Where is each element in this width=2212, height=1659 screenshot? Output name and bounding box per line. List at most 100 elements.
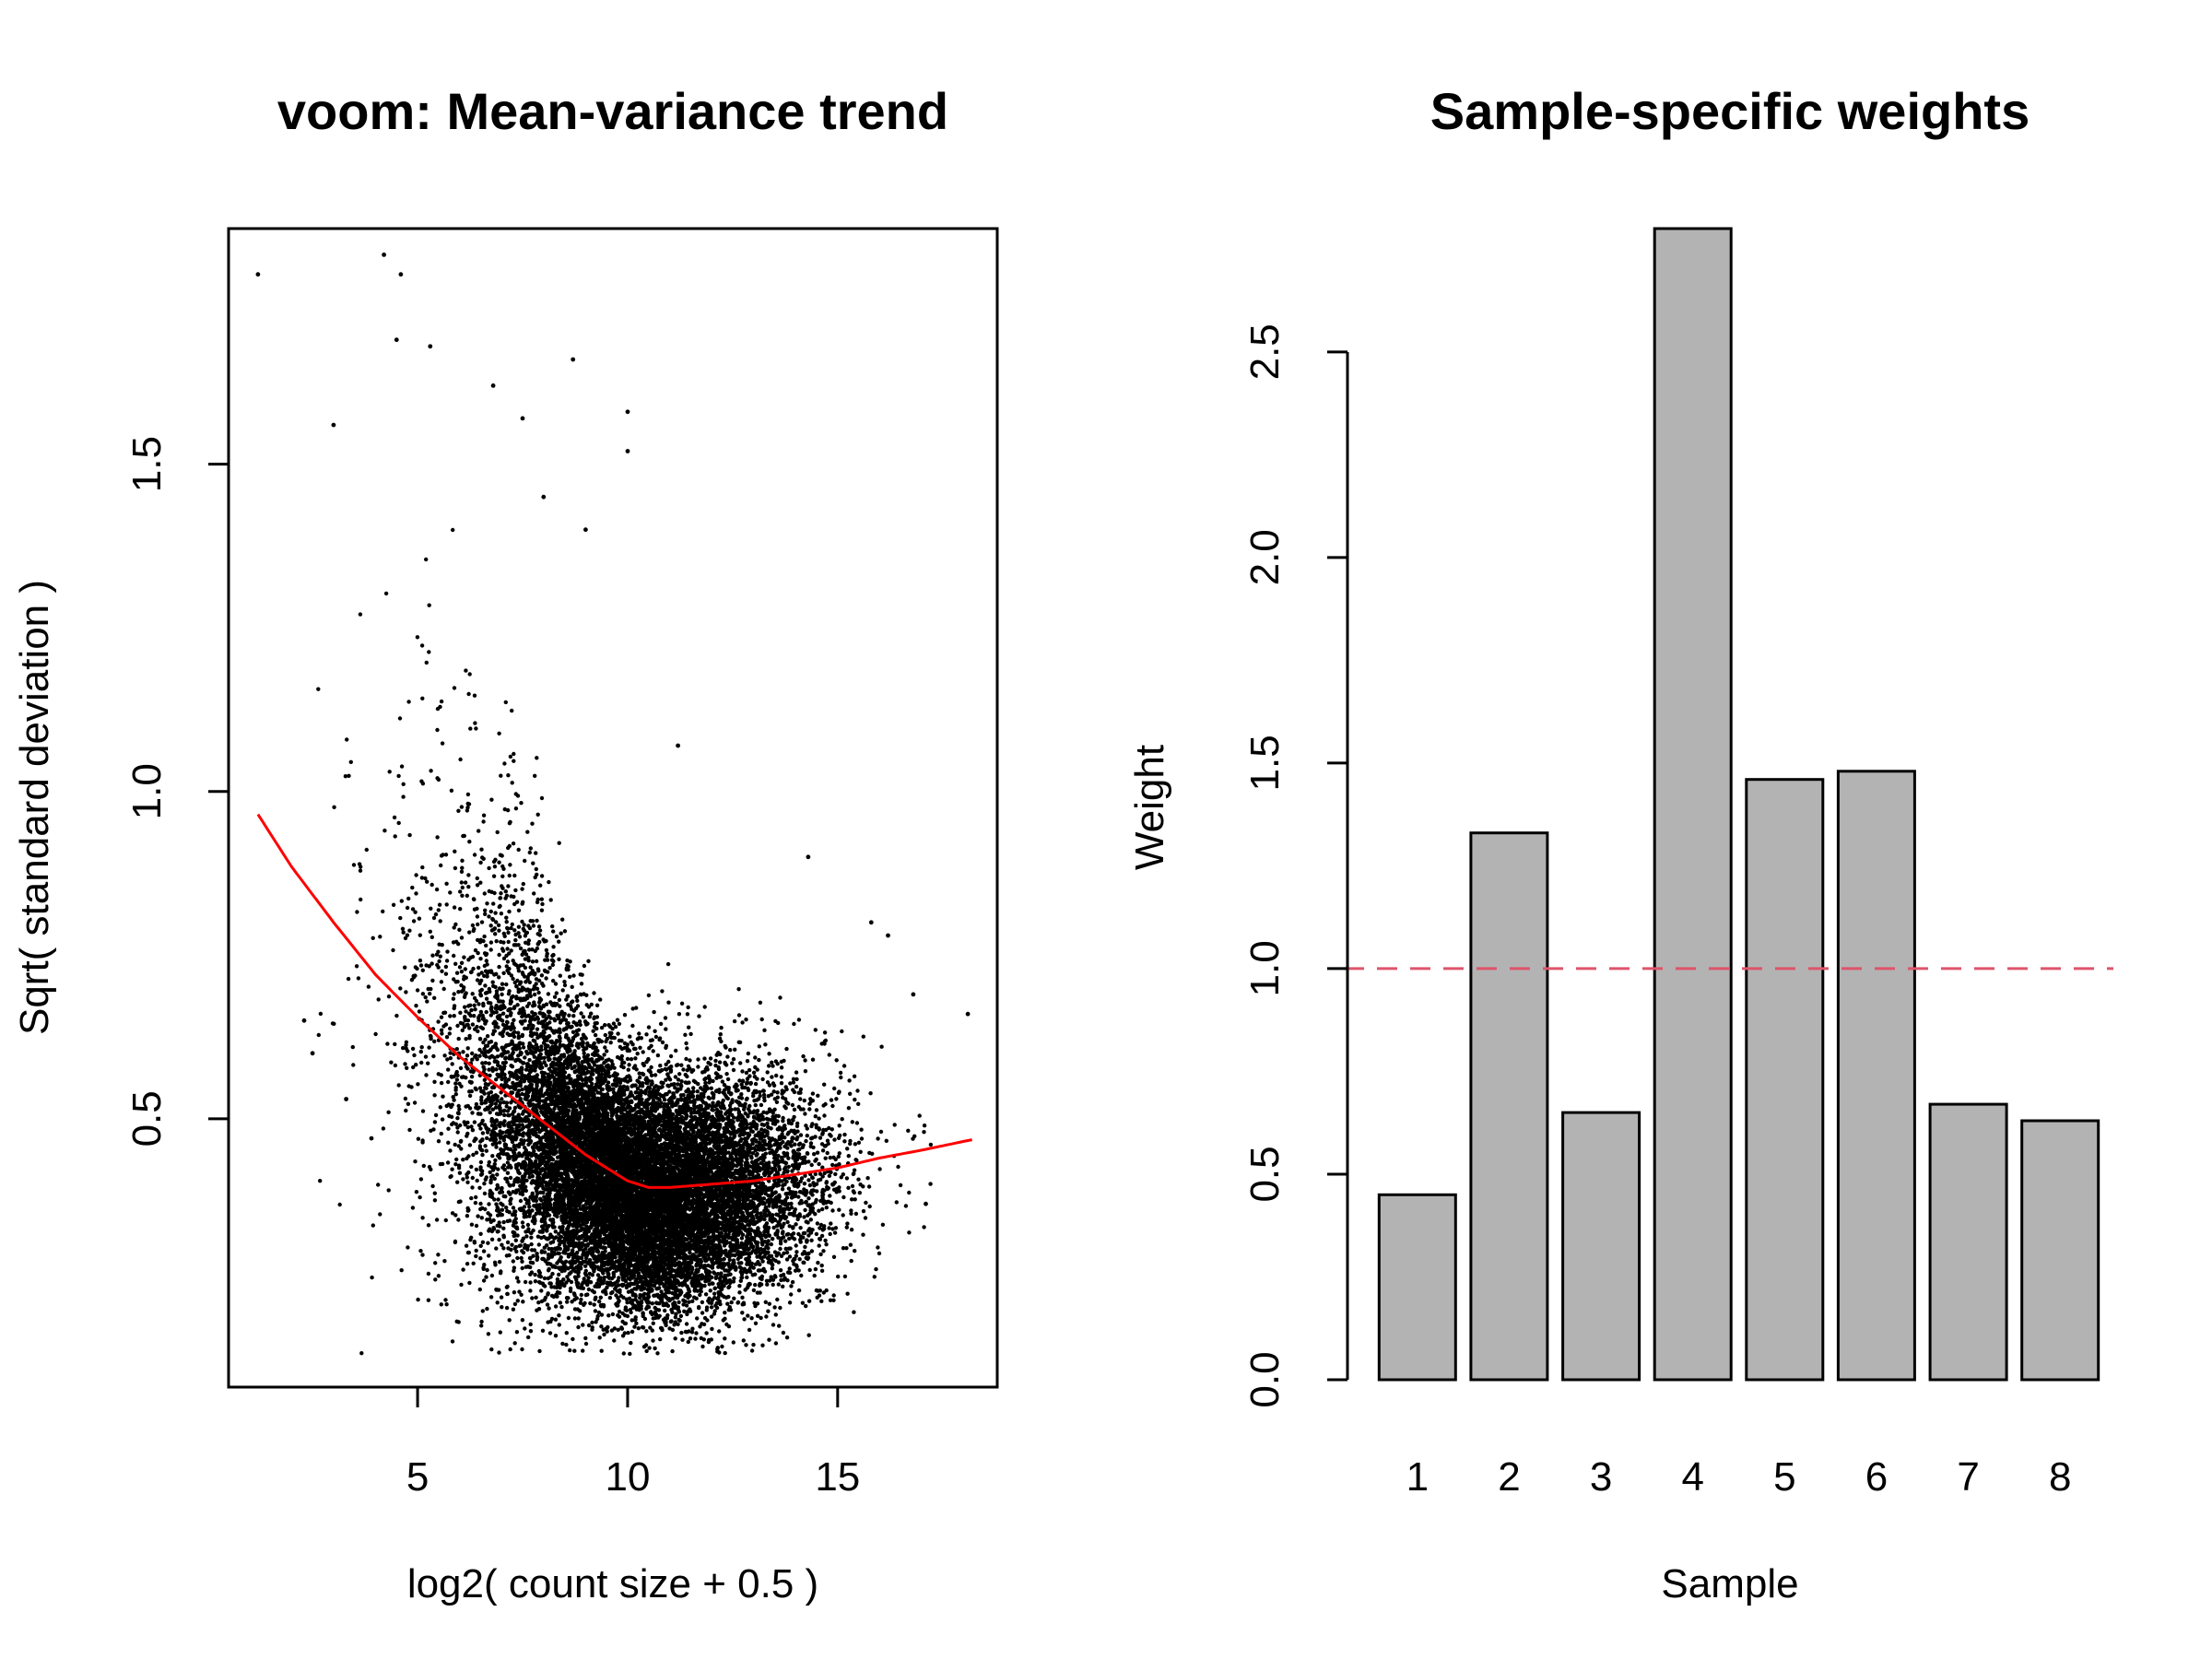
scatter-point (505, 1240, 511, 1245)
scatter-point (348, 759, 353, 764)
scatter-point (898, 1182, 903, 1188)
scatter-point (481, 819, 486, 824)
scatter-point (410, 885, 415, 890)
scatter-point (779, 1277, 783, 1283)
scatter-point (433, 912, 439, 917)
scatter-point (606, 1313, 611, 1318)
scatter-point (516, 1035, 521, 1041)
scatter-point (747, 1074, 752, 1078)
scatter-point (481, 813, 487, 818)
scatter-point (771, 1089, 776, 1094)
scatter-point (579, 1297, 583, 1302)
chart-title: voom: Mean-variance trend (277, 82, 948, 140)
scatter-point (738, 1061, 743, 1065)
scatter-point (455, 1023, 460, 1029)
scatter-point (564, 1342, 569, 1347)
scatter-point (399, 1268, 404, 1273)
scatter-point (485, 962, 489, 967)
scatter-point (496, 923, 501, 928)
scatter-point (399, 899, 404, 903)
scatter-point (922, 1124, 927, 1128)
scatter-point (876, 1136, 880, 1141)
scatter-points (255, 253, 971, 1357)
scatter-point (478, 860, 483, 865)
scatter-point (778, 1268, 783, 1273)
scatter-point (383, 591, 389, 596)
scatter-point (410, 1046, 416, 1052)
scatter-point (625, 1056, 630, 1062)
scatter-point (477, 1287, 482, 1292)
scatter-point (786, 1164, 791, 1170)
scatter-point (434, 952, 440, 957)
plot-frame (227, 227, 999, 1389)
scatter-point (458, 1065, 464, 1071)
scatter-point (371, 935, 375, 940)
scatter-point (576, 1324, 581, 1330)
scatter-point (806, 1196, 811, 1201)
scatter-point (746, 1051, 751, 1056)
scatter-point (625, 1313, 630, 1319)
scatter-point (772, 1250, 778, 1254)
scatter-point (506, 939, 511, 945)
scatter-point (474, 1223, 479, 1229)
scatter-point (538, 883, 543, 888)
scatter-point (346, 976, 351, 982)
scatter-point (632, 1324, 637, 1329)
scatter-point (513, 806, 519, 811)
scatter-point (741, 1338, 746, 1343)
scatter-point (481, 1278, 487, 1283)
scatter-point (568, 974, 572, 980)
scatter-point (535, 897, 540, 902)
scatter-point (510, 922, 514, 927)
scatter-point (725, 1054, 730, 1059)
scatter-point (510, 781, 514, 785)
scatter-point (484, 1275, 488, 1279)
scatter-point (484, 943, 488, 948)
scatter-point (564, 1331, 569, 1335)
scatter-point (425, 999, 429, 1004)
scatter-point (700, 1344, 705, 1349)
scatter-point (426, 1271, 431, 1277)
scatter-point (511, 841, 516, 846)
scatter-point (571, 1008, 577, 1013)
scatter-point (536, 924, 542, 929)
scatter-point (522, 1205, 527, 1209)
scatter-point (436, 1274, 441, 1278)
scatter-point (511, 976, 515, 982)
scatter-point (513, 1238, 518, 1243)
scatter-point (487, 1253, 491, 1258)
scatter-point (852, 1310, 856, 1314)
scatter-point (832, 1086, 837, 1091)
scatter-point (787, 1300, 793, 1305)
scatter-point (790, 1169, 794, 1173)
scatter-point (763, 1300, 768, 1305)
scatter-point (491, 901, 496, 906)
scatter-point (456, 808, 461, 813)
scatter-point (737, 1284, 742, 1288)
scatter-point (593, 1032, 598, 1038)
scatter-point (418, 963, 424, 968)
scatter-point (802, 1098, 806, 1103)
scatter-point (906, 1128, 911, 1134)
scatter-point (572, 1348, 577, 1353)
scatter-point (655, 1351, 660, 1356)
scatter-point (414, 1063, 418, 1067)
scatter-point (770, 1060, 774, 1065)
scatter-point (494, 1208, 500, 1213)
scatter-point (502, 806, 507, 812)
scatter-point (637, 1031, 641, 1036)
scatter-point (488, 924, 493, 928)
scatter-point (832, 1137, 837, 1142)
scatter-point (466, 885, 471, 889)
scatter-point (767, 1301, 771, 1306)
scatter-point (759, 1017, 764, 1022)
scatter-point (880, 1222, 886, 1228)
scatter-point (495, 1300, 500, 1305)
scatter-point (497, 904, 501, 910)
scatter-point (446, 1102, 452, 1107)
scatter-point (665, 1312, 670, 1318)
scatter-point (554, 991, 559, 995)
scatter-point (436, 1019, 441, 1024)
scatter-point (458, 889, 463, 894)
